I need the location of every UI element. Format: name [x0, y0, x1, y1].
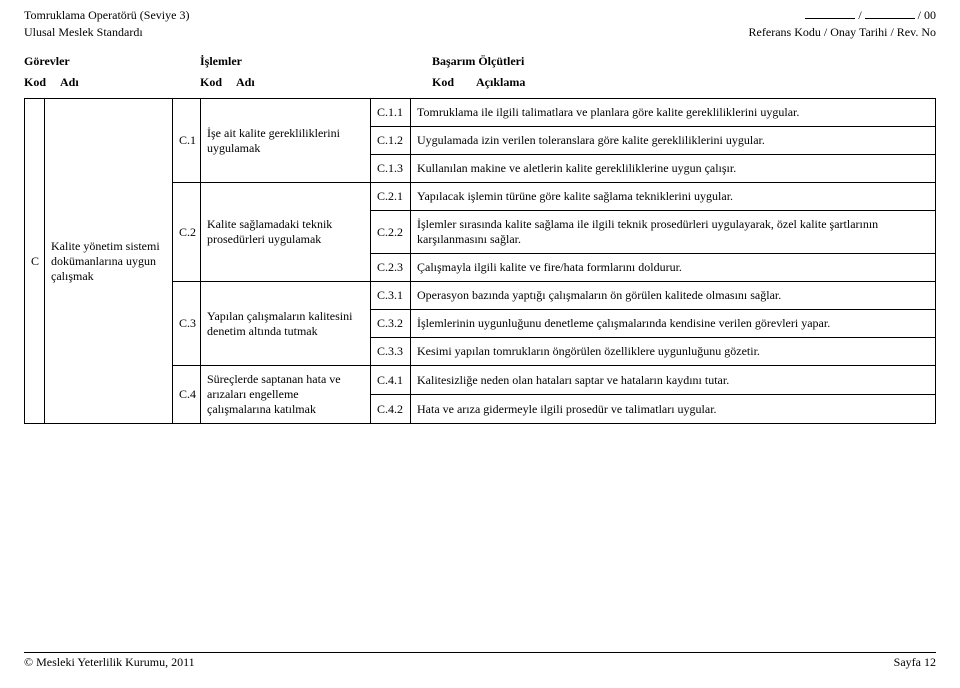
criteria-kod: C.3.1	[371, 282, 411, 310]
criteria-kod: C.1.1	[371, 99, 411, 127]
doc-date-blanks: / / 00	[805, 8, 936, 23]
criteria-text: Kesimi yapılan tomrukların öngörülen öze…	[411, 338, 936, 366]
criteria-text: Tomruklama ile ilgili talimatlara ve pla…	[411, 99, 936, 127]
subheading-kod-2: Kod	[200, 75, 236, 90]
criteria-kod: C.2.2	[371, 211, 411, 254]
criteria-text: Yapılacak işlemin türüne göre kalite sağ…	[411, 183, 936, 211]
criteria-text: Hata ve arıza gidermeyle ilgili prosedür…	[411, 395, 936, 424]
subheading-kod-3: Kod	[432, 75, 476, 90]
subheading-adi-1: Adı	[60, 75, 200, 90]
criteria-kod: C.1.3	[371, 155, 411, 183]
op-kod: C.2	[173, 183, 201, 282]
heading-islemler: İşlemler	[200, 54, 432, 69]
op-adi: Yapılan çalışmaların kalitesini denetim …	[201, 282, 371, 366]
criteria-kod: C.3.2	[371, 310, 411, 338]
op-adi: İşe ait kalite gerekliliklerini uygulama…	[201, 99, 371, 183]
op-kod: C.3	[173, 282, 201, 366]
criteria-kod: C.2.1	[371, 183, 411, 211]
heading-basarim: Başarım Ölçütleri	[432, 54, 936, 69]
criteria-kod: C.1.2	[371, 127, 411, 155]
criteria-text: Operasyon bazında yaptığı çalışmaların ö…	[411, 282, 936, 310]
doc-date-suffix: / 00	[915, 8, 936, 22]
doc-ref-line: Referans Kodu / Onay Tarihi / Rev. No	[749, 25, 936, 40]
footer-copyright: © Mesleki Yeterlilik Kurumu, 2011	[24, 655, 195, 670]
table-row: C Kalite yönetim sistemi dokümanlarına u…	[25, 99, 936, 127]
op-kod: C.1	[173, 99, 201, 183]
criteria-text: Uygulamada izin verilen toleranslara gör…	[411, 127, 936, 155]
criteria-kod: C.4.1	[371, 366, 411, 395]
criteria-text: İşlemlerinin uygunluğunu denetleme çalış…	[411, 310, 936, 338]
task-adi: Kalite yönetim sistemi dokümanlarına uyg…	[45, 99, 173, 424]
doc-title-line1: Tomruklama Operatörü (Seviye 3)	[24, 8, 189, 23]
subheading-aciklama: Açıklama	[476, 75, 936, 90]
subheading-kod-1: Kod	[24, 75, 60, 90]
op-adi: Kalite sağlamadaki teknik prosedürleri u…	[201, 183, 371, 282]
criteria-text: Çalışmayla ilgili kalite ve fire/hata fo…	[411, 254, 936, 282]
subheading-adi-2: Adı	[236, 75, 432, 90]
criteria-table: C Kalite yönetim sistemi dokümanlarına u…	[24, 98, 936, 424]
op-adi: Süreçlerde saptanan hata ve arızaları en…	[201, 366, 371, 424]
criteria-kod: C.4.2	[371, 395, 411, 424]
criteria-text: Kullanılan makine ve aletlerin kalite ge…	[411, 155, 936, 183]
criteria-kod: C.2.3	[371, 254, 411, 282]
criteria-text: Kalitesizliğe neden olan hataları saptar…	[411, 366, 936, 395]
doc-title-line2: Ulusal Meslek Standardı	[24, 25, 143, 40]
criteria-text: İşlemler sırasında kalite sağlama ile il…	[411, 211, 936, 254]
task-kod: C	[25, 99, 45, 424]
op-kod: C.4	[173, 366, 201, 424]
heading-gorevler: Görevler	[24, 54, 200, 69]
footer-page-number: Sayfa 12	[894, 655, 936, 670]
criteria-kod: C.3.3	[371, 338, 411, 366]
